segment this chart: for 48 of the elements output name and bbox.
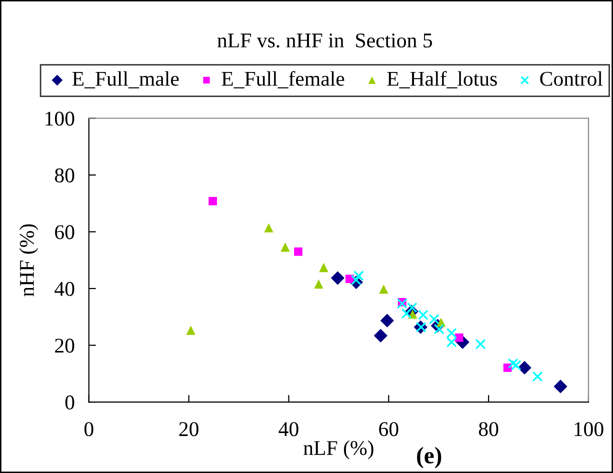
point <box>319 262 328 272</box>
legend-label: E_Full_male <box>72 71 179 88</box>
point <box>396 298 408 309</box>
chart-title: nLF vs. nHF in Section 5 <box>217 34 432 48</box>
x-tick-label: 0 <box>84 422 94 436</box>
point <box>446 336 457 348</box>
point <box>532 371 543 382</box>
point <box>518 360 532 375</box>
point <box>208 196 217 206</box>
point <box>294 247 302 256</box>
point <box>314 279 324 289</box>
point <box>554 380 568 394</box>
y-tick-label: 100 <box>46 112 74 126</box>
point <box>380 314 394 328</box>
point <box>264 223 274 232</box>
point <box>401 308 412 319</box>
x-axis-title: nLF (%) <box>304 440 374 460</box>
x-tick-label: 80 <box>478 422 498 436</box>
legend-label: E_Full_female <box>222 70 344 88</box>
x-tick-label: 20 <box>179 422 198 436</box>
point <box>434 324 444 334</box>
y-tick-label: 80 <box>54 168 74 182</box>
y-tick-label: 60 <box>55 225 74 240</box>
y-tick-label: 40 <box>54 282 74 296</box>
point <box>446 328 457 338</box>
legend-label: E_Half_lotus <box>387 70 497 88</box>
y-tick-label: 0 <box>65 395 74 410</box>
point <box>330 271 344 285</box>
point <box>508 358 518 369</box>
point <box>428 314 440 324</box>
point <box>475 338 486 350</box>
text: (e) <box>417 446 442 468</box>
point <box>406 302 418 313</box>
point <box>353 270 364 281</box>
x-tick-label: 60 <box>379 422 398 436</box>
y-tick-label: 20 <box>55 338 74 353</box>
point <box>454 333 464 342</box>
x-tick-label: 100 <box>574 422 604 436</box>
point <box>280 242 290 252</box>
point <box>350 274 362 286</box>
point <box>510 360 522 370</box>
point <box>418 310 428 320</box>
legend-label: Control <box>540 71 603 86</box>
x-tick-label: 40 <box>278 422 298 436</box>
y-axis-title: nHF (%) <box>19 224 38 296</box>
point <box>374 328 388 342</box>
point <box>186 326 196 335</box>
point <box>379 284 388 294</box>
